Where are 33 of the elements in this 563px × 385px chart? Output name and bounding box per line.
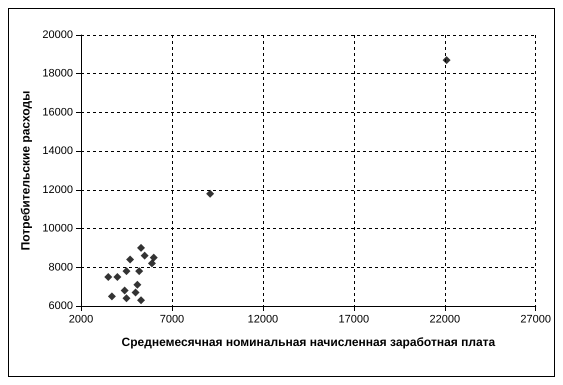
point (120, 286, 129, 295)
point (133, 280, 142, 289)
y-tick-label: 20000 (42, 29, 73, 41)
point (122, 267, 130, 276)
point (132, 288, 140, 296)
y-tick-label: 6000 (48, 300, 73, 312)
y-axis-title: Потребительские расходы (18, 90, 33, 250)
x-tick-label: 12000 (248, 314, 278, 326)
point (137, 296, 146, 304)
x-tick-label: 2000 (68, 314, 94, 326)
y-tick-label: 12000 (42, 184, 73, 196)
point (206, 190, 214, 198)
point (108, 292, 116, 300)
y-tick-label: 8000 (48, 261, 73, 274)
x-axis-title: Среднемесячная номинальная начисленная заработная плата (122, 335, 496, 349)
point (140, 252, 149, 260)
x-tick-label: 17000 (338, 314, 370, 326)
y-tick-label: 10000 (42, 222, 73, 235)
point (126, 256, 134, 264)
point (122, 294, 130, 302)
point (137, 244, 146, 252)
x-tick-label: 22000 (429, 314, 460, 326)
y-tick-label: 14000 (42, 145, 73, 158)
x-tick-label: 7000 (160, 314, 184, 326)
point (113, 272, 122, 281)
y-tick-label: 16000 (42, 106, 73, 118)
point (150, 254, 158, 262)
point (442, 56, 451, 64)
x-tick-label: 27000 (520, 314, 552, 326)
point (135, 267, 144, 276)
point (104, 272, 112, 281)
y-tick-label: 18000 (42, 68, 73, 80)
point (148, 259, 156, 268)
